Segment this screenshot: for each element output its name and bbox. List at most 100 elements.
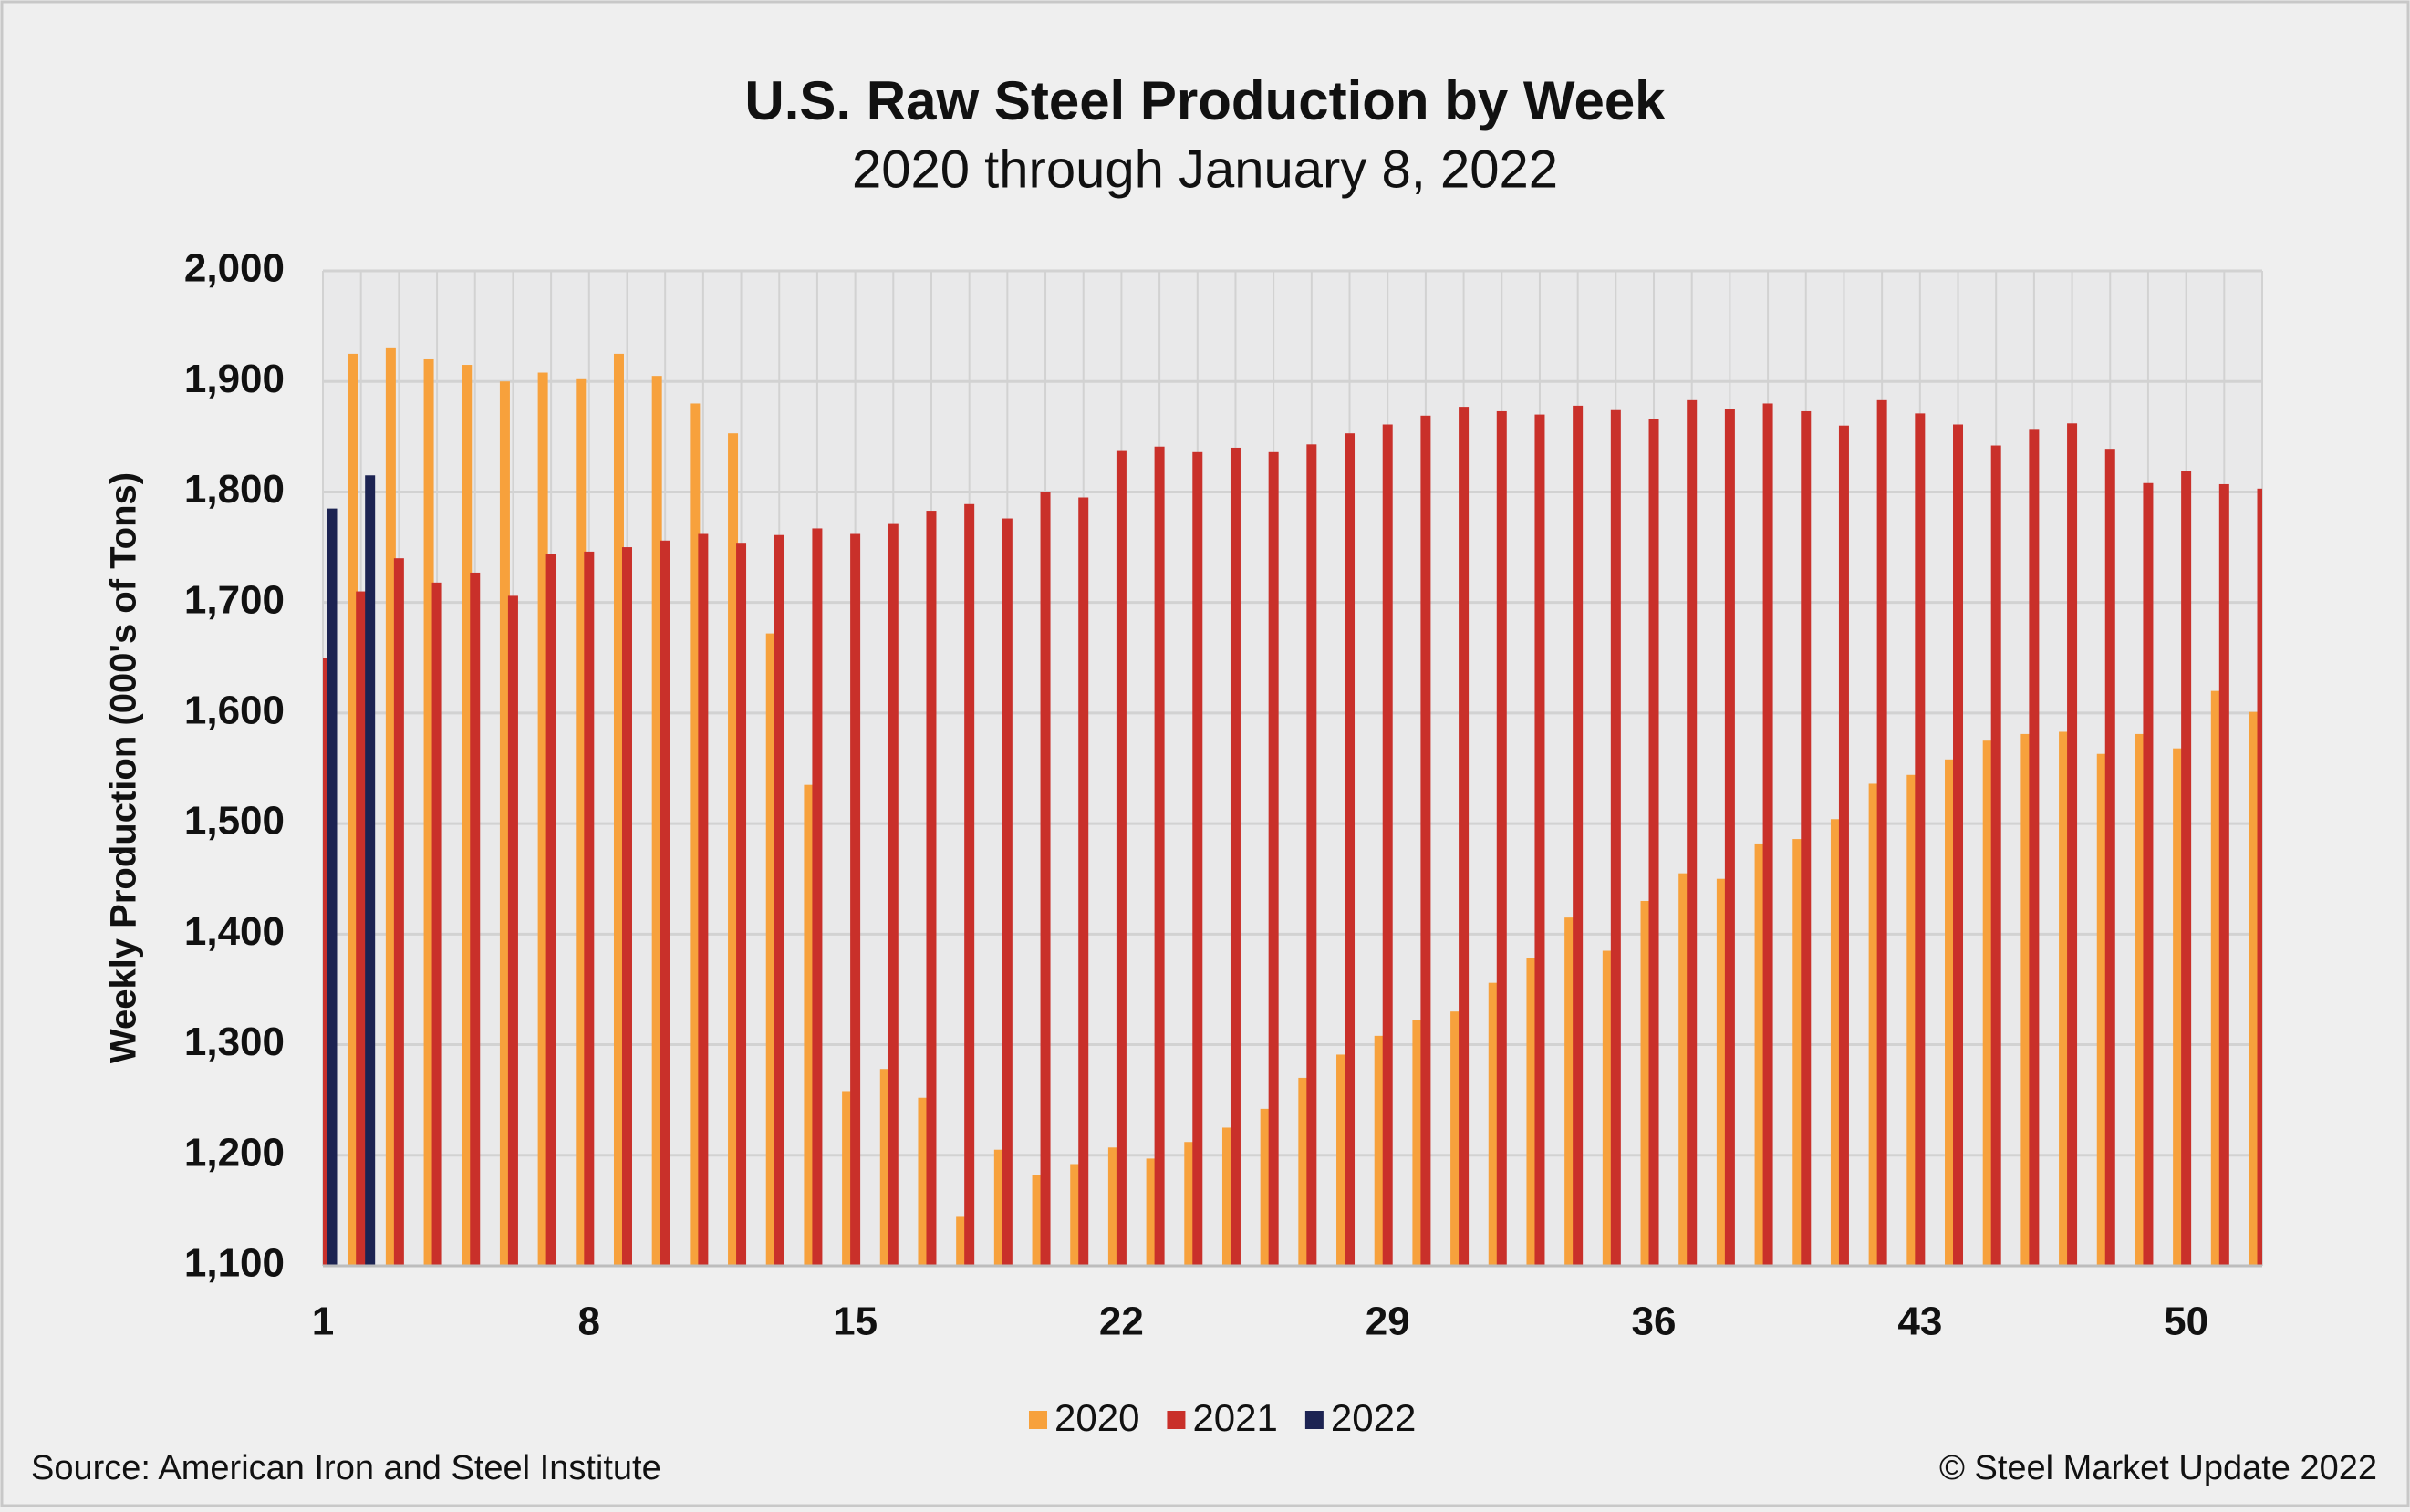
bar: [1762, 403, 1773, 1266]
bar: [1640, 900, 1651, 1266]
bar: [1678, 873, 1689, 1266]
bar: [850, 533, 861, 1266]
bar: [1116, 450, 1127, 1266]
bar: [348, 353, 358, 1267]
bar: [584, 551, 595, 1266]
bar: [1336, 1054, 1347, 1266]
bar: [1990, 445, 2001, 1266]
x-tick-label: 8: [578, 1300, 600, 1344]
bar: [423, 358, 434, 1266]
bars: [323, 347, 2262, 1267]
chart-title: U.S. Raw Steel Production by Week: [744, 70, 1666, 131]
bar: [842, 1091, 853, 1266]
bar: [1306, 444, 1317, 1267]
bar: [1838, 425, 1849, 1266]
bar: [2104, 449, 2115, 1266]
bar: [1868, 783, 1879, 1266]
bar: [1221, 1127, 1232, 1266]
bar: [765, 633, 776, 1266]
bar: [1412, 1020, 1423, 1266]
bar: [2096, 753, 2107, 1266]
bar: [1192, 451, 1203, 1266]
bar: [1268, 451, 1279, 1266]
x-tick-label: 50: [2164, 1300, 2208, 1344]
bar: [1070, 1164, 1081, 1266]
bar: [1876, 399, 1887, 1267]
bar: [1792, 839, 1803, 1266]
bar: [774, 534, 784, 1266]
y-tick-label: 1,100: [184, 1241, 285, 1286]
bar: [1945, 759, 1956, 1266]
y-tick-label: 1,200: [184, 1130, 285, 1175]
y-tick-label: 1,800: [184, 467, 285, 512]
bar: [365, 475, 376, 1266]
chart-subtitle: 2020 through January 8, 2022: [852, 140, 1558, 199]
bar: [964, 503, 975, 1266]
bar: [2143, 482, 2154, 1266]
bar: [1107, 1147, 1118, 1266]
y-tick-label: 1,300: [184, 1020, 285, 1064]
bar: [327, 508, 338, 1266]
bar: [1496, 410, 1507, 1266]
y-tick-label: 1,500: [184, 799, 285, 844]
bar: [1154, 446, 1165, 1266]
bar: [1146, 1158, 1157, 1266]
bar: [1002, 518, 1013, 1266]
bar: [385, 347, 396, 1266]
bar: [1724, 409, 1735, 1266]
bar: [736, 543, 747, 1266]
bar: [462, 365, 473, 1266]
bar: [1078, 497, 1089, 1266]
bar: [1915, 413, 1926, 1266]
copyright: © Steel Market Update 2022: [1939, 1449, 2377, 1487]
bar: [1573, 405, 1584, 1266]
bar: [1687, 399, 1698, 1267]
bar: [1450, 1011, 1461, 1266]
bar: [537, 372, 548, 1267]
bar: [1459, 407, 1470, 1266]
bar: [2218, 483, 2229, 1266]
bar: [1184, 1142, 1195, 1266]
bar: [2181, 471, 2192, 1266]
bar: [812, 528, 823, 1266]
bar: [660, 540, 670, 1266]
bar: [651, 376, 662, 1266]
y-tick-label: 2,000: [184, 246, 285, 291]
bar: [1716, 878, 1727, 1266]
y-tick-label: 1,400: [184, 909, 285, 954]
bar: [1040, 492, 1051, 1266]
y-axis-label: Weekly Production (000's of Tons): [104, 472, 144, 1063]
bar: [728, 433, 739, 1266]
bar: [956, 1216, 967, 1266]
bar: [1374, 1035, 1385, 1266]
bar: [1906, 774, 1917, 1266]
plot-area: [323, 271, 2262, 1266]
legend-label: 2020: [1054, 1396, 1139, 1439]
bar: [431, 582, 442, 1266]
bar: [1602, 950, 1613, 1266]
bar: [879, 1069, 890, 1266]
bar: [2059, 731, 2070, 1266]
source: Source: American Iron and Steel Institut…: [31, 1449, 661, 1487]
legend-swatch: [1167, 1411, 1186, 1429]
x-tick-label: 43: [1897, 1300, 1942, 1344]
bar: [2210, 690, 2221, 1266]
legend-swatch: [1029, 1411, 1047, 1429]
bar: [698, 533, 709, 1266]
bar: [393, 558, 404, 1266]
bar: [1260, 1108, 1271, 1266]
labels: 1,100 1,200 1,300 1,400 1,500 1,600 1,700 1,800…: [184, 246, 2262, 1439]
bar: [2173, 748, 2184, 1266]
bar: [1534, 414, 1545, 1267]
x-tick-label: 1: [312, 1300, 334, 1344]
bar: [1032, 1175, 1043, 1266]
bar: [1982, 740, 1993, 1266]
bar: [1382, 424, 1393, 1266]
x-tick-label: 22: [1099, 1300, 1144, 1344]
bar: [576, 378, 587, 1266]
bar: [1526, 958, 1537, 1266]
bar: [1953, 424, 1964, 1266]
bar: [918, 1097, 929, 1266]
bar: [2020, 733, 2031, 1266]
